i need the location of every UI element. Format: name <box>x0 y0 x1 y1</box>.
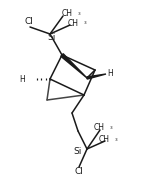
Text: Si: Si <box>74 147 82 157</box>
Text: Cl: Cl <box>75 168 83 176</box>
Text: $_3$: $_3$ <box>83 19 87 27</box>
Text: $_3$: $_3$ <box>109 124 113 132</box>
Text: $_3$: $_3$ <box>77 10 81 18</box>
Text: CH: CH <box>62 10 73 19</box>
Text: Cl: Cl <box>25 18 33 27</box>
Text: Si: Si <box>48 34 56 43</box>
Text: CH: CH <box>67 19 78 27</box>
Text: H: H <box>107 68 113 77</box>
Text: H: H <box>19 74 25 83</box>
Text: CH: CH <box>99 136 110 144</box>
Polygon shape <box>61 54 87 78</box>
Polygon shape <box>87 74 106 79</box>
Text: CH: CH <box>94 123 104 132</box>
Text: $_3$: $_3$ <box>114 136 118 144</box>
